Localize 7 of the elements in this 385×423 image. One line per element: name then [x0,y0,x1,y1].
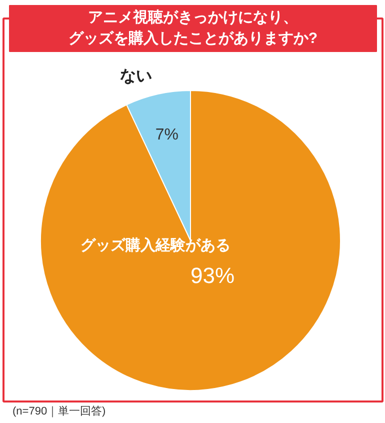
chart-title: アニメ視聴がきっかけになり、 [88,9,298,26]
text: (n=790｜単一回答) [12,406,106,418]
data-label: 7% [155,126,179,144]
slice-label: グッズ購入経験がある [80,237,230,254]
chart-subtitle: グッズを購入したことがありますか? [68,30,318,47]
data-label: 93% [190,263,235,288]
slice-label: ない [120,68,152,86]
